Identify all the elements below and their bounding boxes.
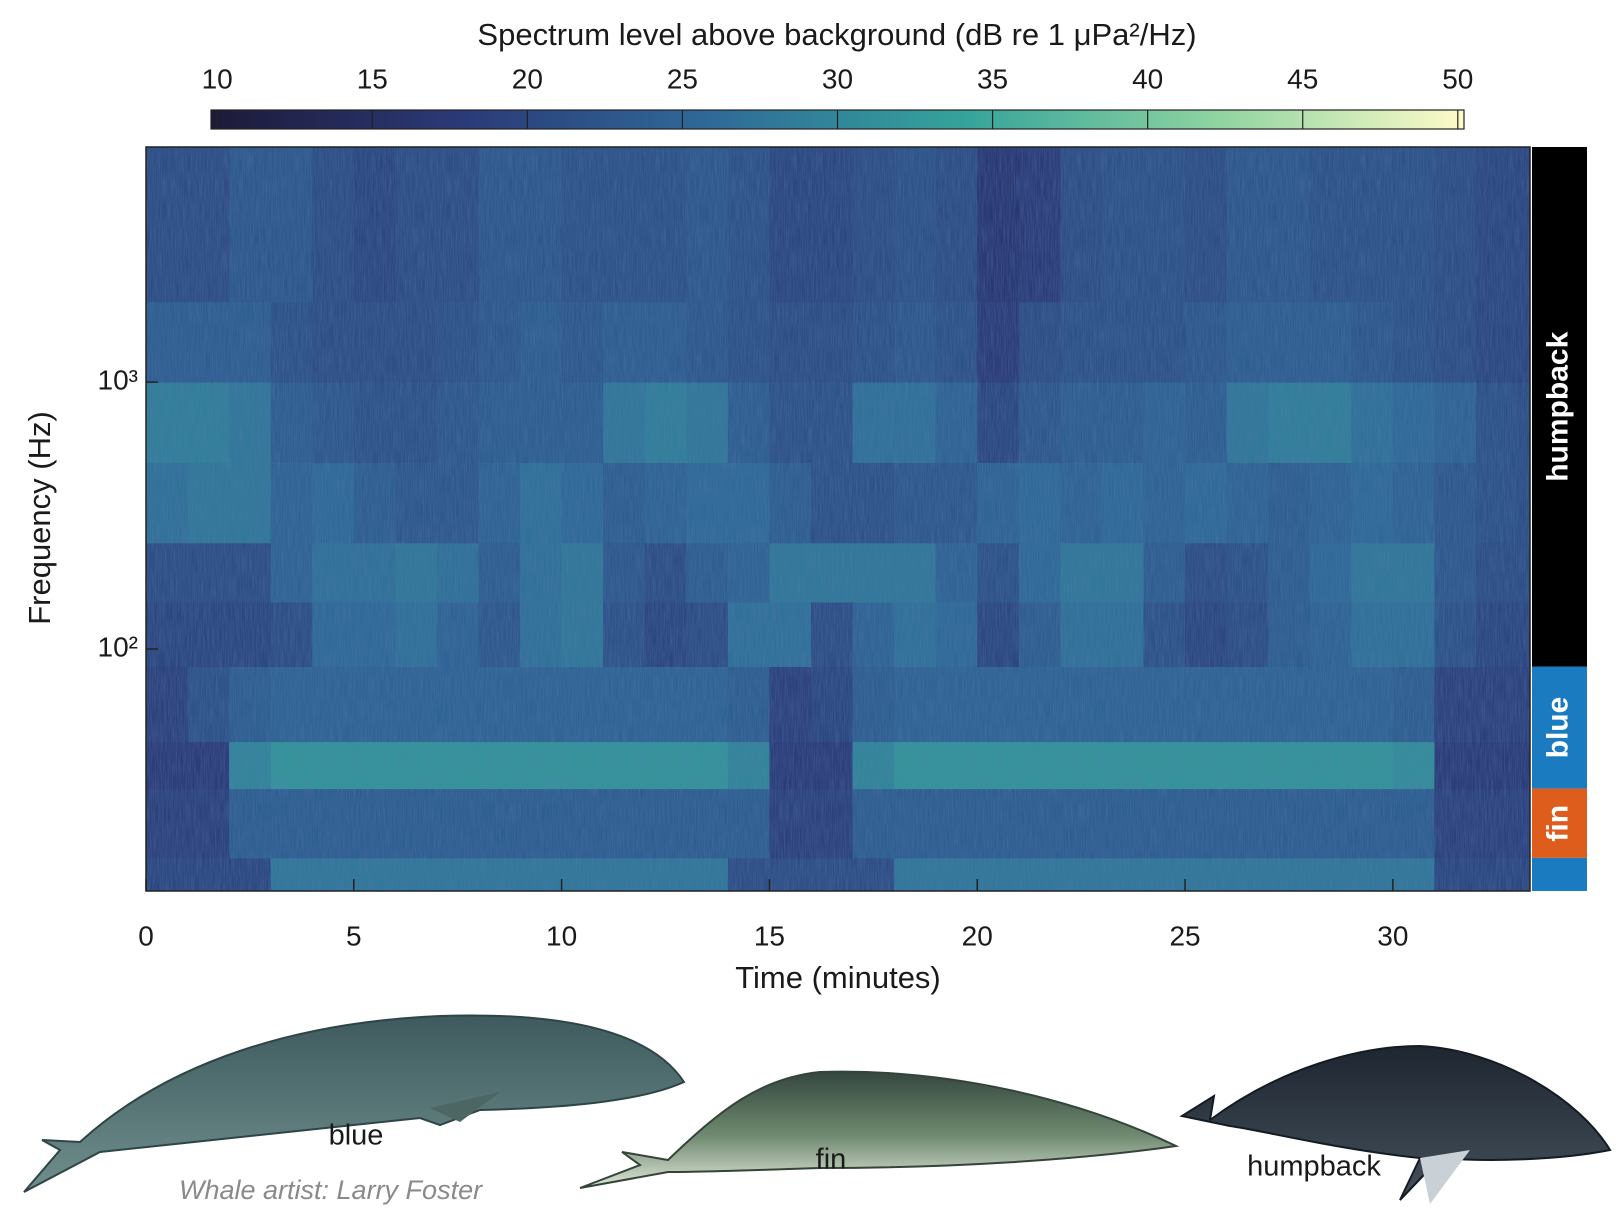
species-band	[1532, 147, 1587, 667]
blue-whale	[23, 1014, 686, 1193]
x-tick-label: 5	[346, 920, 362, 951]
colorbar-title: Spectrum level above background (dB re 1…	[477, 17, 1196, 52]
colorbar-tick-label: 25	[667, 63, 698, 94]
x-tick-label: 10	[546, 920, 577, 951]
y-tick-label: 10²	[98, 631, 138, 662]
species-label: blue	[1541, 697, 1574, 759]
whale-label: humpback	[1247, 1151, 1381, 1183]
colorbar-tick-label: 35	[977, 63, 1008, 94]
colorbar-tick-label: 45	[1287, 63, 1318, 94]
axes: 0 5 10 15 20 25 30 10² 10³ humpback blue fin 10 15 20 2…	[98, 63, 1587, 951]
x-axis-label: Time (minutes)	[735, 960, 941, 995]
x-tick-label: 15	[754, 920, 785, 951]
colorbar-tick-label: 10	[202, 63, 233, 94]
artist-credit: Whale artist: Larry Foster	[179, 1175, 483, 1205]
humpback-whale	[1179, 1044, 1612, 1204]
x-tick-label: 25	[1169, 920, 1200, 951]
species-band	[1532, 788, 1587, 858]
whale-label: fin	[816, 1144, 847, 1176]
species-label: fin	[1541, 805, 1574, 842]
y-tick-label: 10³	[98, 364, 138, 395]
colorbar-tick-label: 30	[822, 63, 853, 94]
fin-whale	[579, 1070, 1180, 1189]
colorbar-tick-label: 20	[512, 63, 543, 94]
y-axis-label: Frequency (Hz)	[22, 411, 57, 625]
x-tick-label: 30	[1377, 920, 1408, 951]
texture	[146, 147, 1530, 891]
colorbar-tick-label: 40	[1132, 63, 1163, 94]
colorbar-tick-label: 50	[1442, 63, 1473, 94]
x-tick-label: 20	[962, 920, 993, 951]
x-tick-label: 0	[138, 920, 154, 951]
species-band	[1532, 857, 1587, 891]
plot-frame	[145, 146, 1531, 892]
whale-label: blue	[329, 1120, 384, 1152]
species-label: humpback	[1541, 331, 1574, 481]
species-band	[1532, 666, 1587, 789]
colorbar-tick-label: 15	[357, 63, 388, 94]
